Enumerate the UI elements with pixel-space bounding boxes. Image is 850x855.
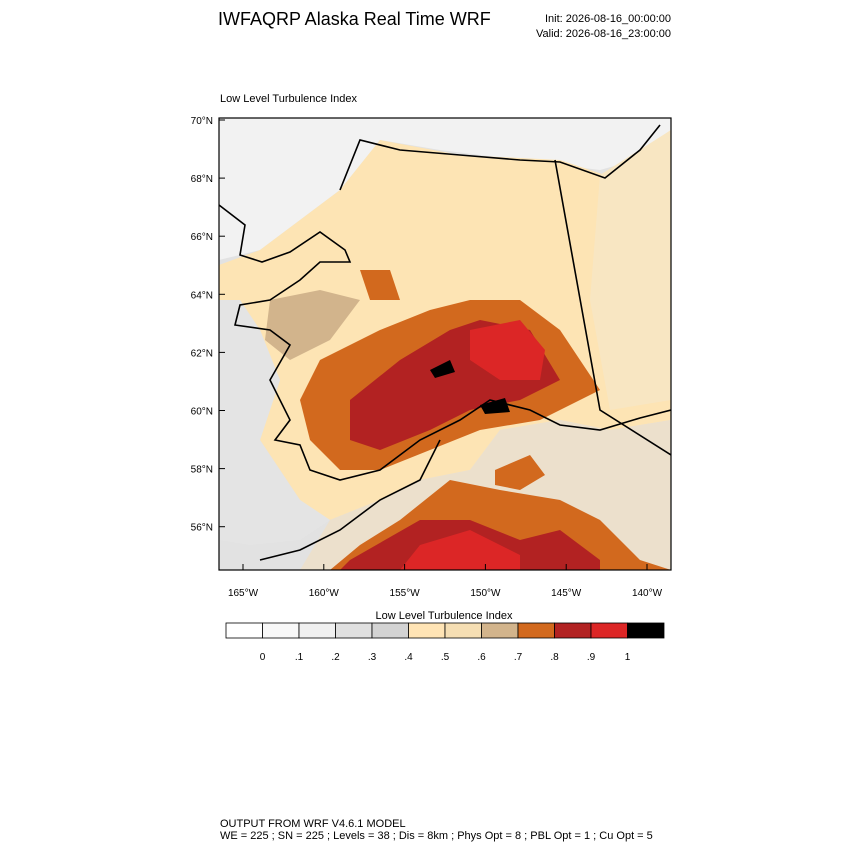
colorbar-label: .6 [477, 652, 486, 663]
colorbar-box [554, 622, 592, 639]
colorbar-label: .3 [368, 652, 377, 663]
colorbar-box [335, 622, 373, 639]
lat-label: 56°N [191, 523, 213, 534]
colorbar-box [627, 622, 665, 639]
colorbar-label: 0 [260, 652, 266, 663]
lon-label: 155°W [390, 588, 421, 599]
lat-label: 62°N [191, 348, 213, 359]
lat-label: 64°N [191, 290, 213, 301]
colorbar-label: .1 [295, 652, 304, 663]
lon-label: 150°W [470, 588, 501, 599]
map-field [219, 118, 671, 570]
lat-label: 60°N [191, 407, 213, 418]
footer-line: OUTPUT FROM WRF V4.6.1 MODEL [220, 818, 406, 830]
colorbar-box [262, 622, 300, 639]
lat-label: 58°N [191, 465, 213, 476]
lon-label: 145°W [551, 588, 582, 599]
colorbar-box [444, 622, 482, 639]
title: IWFAQRP Alaska Real Time WRF [218, 9, 491, 29]
colorbar-box [481, 622, 519, 639]
colorbar-label: 1 [625, 652, 631, 663]
colorbar-box [371, 622, 409, 639]
lat-label: 66°N [191, 232, 213, 243]
colorbar-label: .9 [587, 652, 596, 663]
init-time: Init: 2026-08-16_00:00:00 [545, 13, 671, 25]
footer-line: WE = 225 ; SN = 225 ; Levels = 38 ; Dis … [220, 830, 653, 842]
colorbar-box [225, 622, 263, 639]
lon-label: 140°W [632, 588, 663, 599]
valid-time: Valid: 2026-08-16_23:00:00 [536, 28, 671, 40]
colorbar-label: .5 [441, 652, 450, 663]
colorbar-box [590, 622, 628, 639]
colorbar-box [298, 622, 336, 639]
map-title: Low Level Turbulence Index [220, 93, 357, 105]
colorbar-box [408, 622, 446, 639]
colorbar-label: .7 [514, 652, 523, 663]
colorbar-label: .4 [404, 652, 413, 663]
map-frame [218, 117, 672, 571]
colorbar-box [517, 622, 555, 639]
lat-label: 70°N [191, 116, 213, 127]
lat-label: 68°N [191, 174, 213, 185]
colorbar-title: Low Level Turbulence Index [376, 610, 513, 622]
lon-label: 160°W [309, 588, 340, 599]
colorbar-label: .8 [550, 652, 559, 663]
colorbar-label: .2 [331, 652, 340, 663]
lon-label: 165°W [228, 588, 259, 599]
